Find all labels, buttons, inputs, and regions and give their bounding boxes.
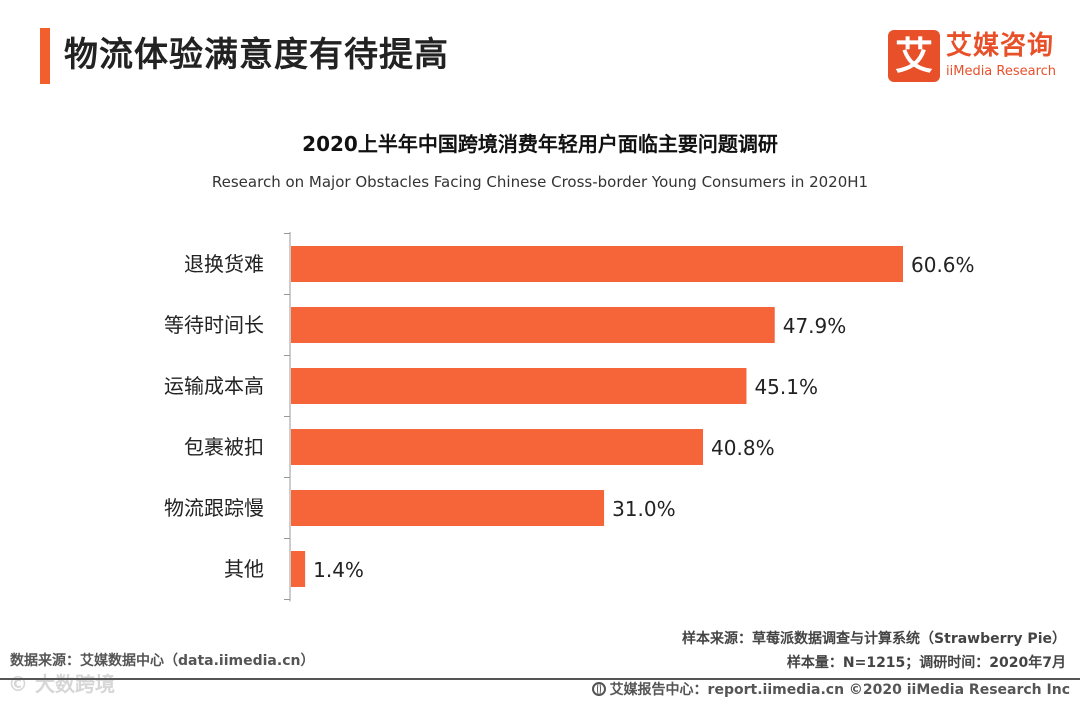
sample-source: 样本来源：草莓派数据调查与计算系统（Strawberry Pie）	[682, 631, 1066, 647]
page-title: 物流体验满意度有待提高	[64, 35, 449, 75]
report-center: 艾媒报告中心：report.iimedia.cn ©2020 iiMedia R…	[591, 680, 1070, 700]
category-label: 物流跟踪慢	[164, 496, 264, 520]
category-label: 其他	[224, 557, 264, 581]
value-label: 1.4%	[313, 558, 364, 582]
logo-english-name: iiMedia Research	[946, 64, 1057, 79]
category-label: 等待时间长	[164, 313, 264, 337]
bar	[291, 307, 775, 343]
report-center-text: 艾媒报告中心：report.iimedia.cn ©2020 iiMedia R…	[609, 682, 1070, 698]
iimedia-logo: 艾 艾媒咨询 iiMedia Research	[888, 30, 1068, 82]
bar	[291, 490, 605, 526]
bar	[291, 246, 903, 282]
chart-subtitle: Research on Major Obstacles Facing Chine…	[211, 173, 869, 191]
sample-size: 样本量：N=1215；调研时间：2020年7月	[786, 655, 1066, 671]
value-label: 47.9%	[783, 314, 847, 338]
logo-glyph: 艾	[894, 34, 933, 78]
value-label: 60.6%	[911, 253, 975, 277]
chart-title: 2020上半年中国跨境消费年轻用户面临主要问题调研	[302, 132, 778, 156]
bar	[291, 551, 306, 587]
category-label: 退换货难	[184, 252, 264, 276]
bar	[291, 429, 704, 465]
value-label: 45.1%	[754, 375, 818, 399]
title-accent-bar	[40, 28, 50, 84]
category-label: 运输成本高	[164, 374, 264, 398]
bar-chart: 退换货难 60.6% 等待时间长 47.9% 运输成本高 45.1% 包裹被扣 40.8% 物流…	[164, 232, 975, 602]
logo-mark: 艾	[888, 30, 940, 82]
data-source: 数据来源：艾媒数据中心（data.iimedia.cn）	[10, 653, 315, 669]
watermark: © 大数跨境	[8, 672, 115, 696]
value-label: 40.8%	[711, 436, 775, 460]
globe-icon	[591, 682, 606, 696]
logo-name: 艾媒咨询	[946, 31, 1055, 61]
value-label: 31.0%	[612, 497, 676, 521]
bar	[291, 368, 747, 404]
category-label: 包裹被扣	[184, 435, 264, 459]
footer-divider	[0, 678, 1080, 680]
